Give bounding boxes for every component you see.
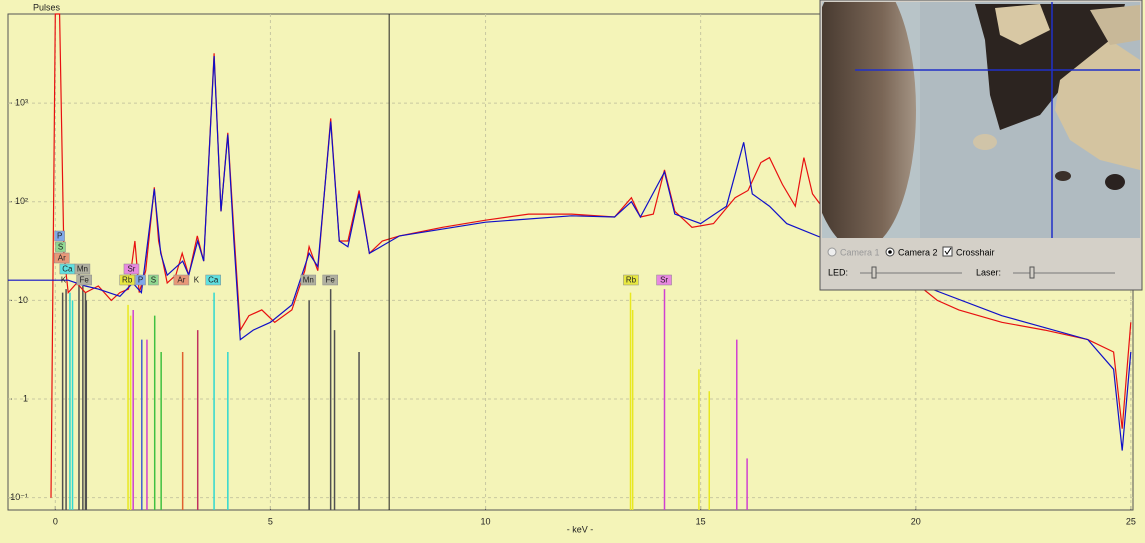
- camera2-label[interactable]: Camera 2: [898, 247, 938, 257]
- element-label-box: [55, 241, 66, 253]
- element-label: K: [61, 276, 67, 285]
- camera2-radio[interactable]: Camera 2: [885, 247, 938, 257]
- element-label: Rb: [122, 276, 133, 285]
- camera-image: [822, 2, 1140, 238]
- element-label-box: [322, 274, 338, 286]
- element-label-box: [54, 230, 65, 242]
- element-label: Ar: [58, 254, 66, 263]
- y-axis-label: Pulses: [33, 2, 61, 12]
- element-label-box: [148, 274, 159, 286]
- crosshair-label[interactable]: Crosshair: [956, 247, 995, 257]
- element-label: Rb: [626, 276, 637, 285]
- element-label: Sr: [127, 265, 135, 274]
- y-tick-label: 10²: [15, 196, 28, 206]
- element-label: P: [57, 232, 62, 241]
- crosshair-checkbox[interactable]: Crosshair: [942, 246, 995, 257]
- element-label: K: [194, 276, 200, 285]
- element-label: Ar: [177, 276, 185, 285]
- element-label: Ca: [208, 276, 219, 285]
- x-tick-label: 20: [911, 516, 921, 526]
- y-tick-label: 10⁻¹: [10, 492, 28, 502]
- element-label: S: [58, 243, 63, 252]
- y-tick-label: 10: [18, 295, 28, 305]
- element-label-box: [76, 274, 92, 286]
- element-label: Fe: [326, 276, 336, 285]
- element-label-box: [119, 274, 135, 286]
- element-label-box: [205, 274, 221, 286]
- x-tick-label: 25: [1126, 516, 1136, 526]
- y-tick-label: 10³: [15, 97, 28, 107]
- element-label-box: [623, 274, 639, 286]
- element-label-box: [656, 274, 672, 286]
- element-label: Mn: [77, 265, 88, 274]
- element-label-box: [173, 274, 190, 286]
- element-label: Sr: [660, 276, 668, 285]
- x-tick-label: 0: [53, 516, 58, 526]
- camera1-label[interactable]: Camera 1: [840, 247, 880, 257]
- x-tick-label: 10: [481, 516, 491, 526]
- element-label-box: [74, 263, 91, 275]
- led-label: LED:: [828, 267, 848, 277]
- element-label-box: [135, 274, 146, 286]
- element-label: Mn: [303, 276, 314, 285]
- camera1-radio[interactable]: Camera 1: [827, 247, 880, 257]
- element-label: Fe: [79, 276, 89, 285]
- led-slider[interactable]: [860, 266, 962, 279]
- x-tick-label: 5: [268, 516, 273, 526]
- spectrum-line: [8, 55, 1132, 451]
- laser-slider[interactable]: [1013, 266, 1115, 279]
- element-label-box: [123, 263, 140, 275]
- element-label: S: [151, 276, 156, 285]
- element-label: P: [138, 276, 143, 285]
- x-tick-label: 15: [696, 516, 706, 526]
- element-label-box: [54, 252, 70, 264]
- y-tick-label: 1: [23, 393, 28, 403]
- laser-label: Laser:: [976, 267, 1001, 277]
- element-label-box: [300, 274, 317, 286]
- element-label: Ca: [62, 265, 73, 274]
- x-axis-label: - keV -: [567, 524, 594, 534]
- camera-panel: Camera 1 Camera 2 Crosshair LED: Laser:: [819, 0, 1143, 291]
